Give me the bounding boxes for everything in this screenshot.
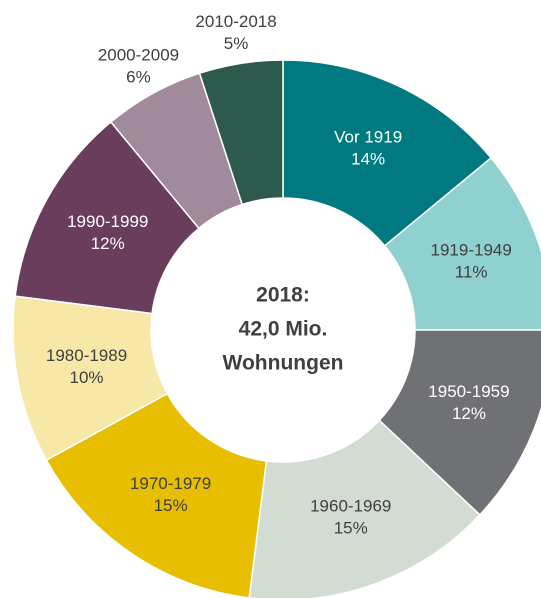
value-label: 11%	[455, 263, 488, 282]
center-text: 42,0 Mio.	[239, 318, 328, 341]
value-label: 10%	[70, 368, 104, 387]
slice-label: Vor 1919	[334, 128, 402, 147]
slice	[282, 59, 493, 247]
slice	[198, 59, 284, 206]
slice-label: 1950-1959	[428, 382, 509, 401]
slice	[383, 156, 541, 331]
value-label: 15%	[334, 519, 368, 538]
center-text: 2018:	[256, 284, 310, 307]
slice-label: 1990-1999	[67, 212, 148, 231]
slice-label: 1970-1979	[130, 474, 211, 493]
slice-label: 1980-1989	[46, 346, 127, 365]
slice-label: 2010-2018	[195, 12, 276, 31]
slice-label: 1960-1969	[310, 497, 391, 516]
slice-label: 2000-2009	[98, 46, 179, 65]
value-label: 12%	[452, 404, 486, 423]
center-text: Wohnungen	[223, 352, 344, 375]
value-label: 12%	[91, 234, 125, 253]
slice	[248, 419, 481, 598]
slice	[45, 392, 268, 598]
value-label: 14%	[351, 150, 385, 169]
value-label: 6%	[126, 68, 151, 87]
value-label: 5%	[224, 34, 249, 53]
value-label: 15%	[154, 496, 188, 515]
slice-label: 1919-1949	[431, 241, 512, 260]
